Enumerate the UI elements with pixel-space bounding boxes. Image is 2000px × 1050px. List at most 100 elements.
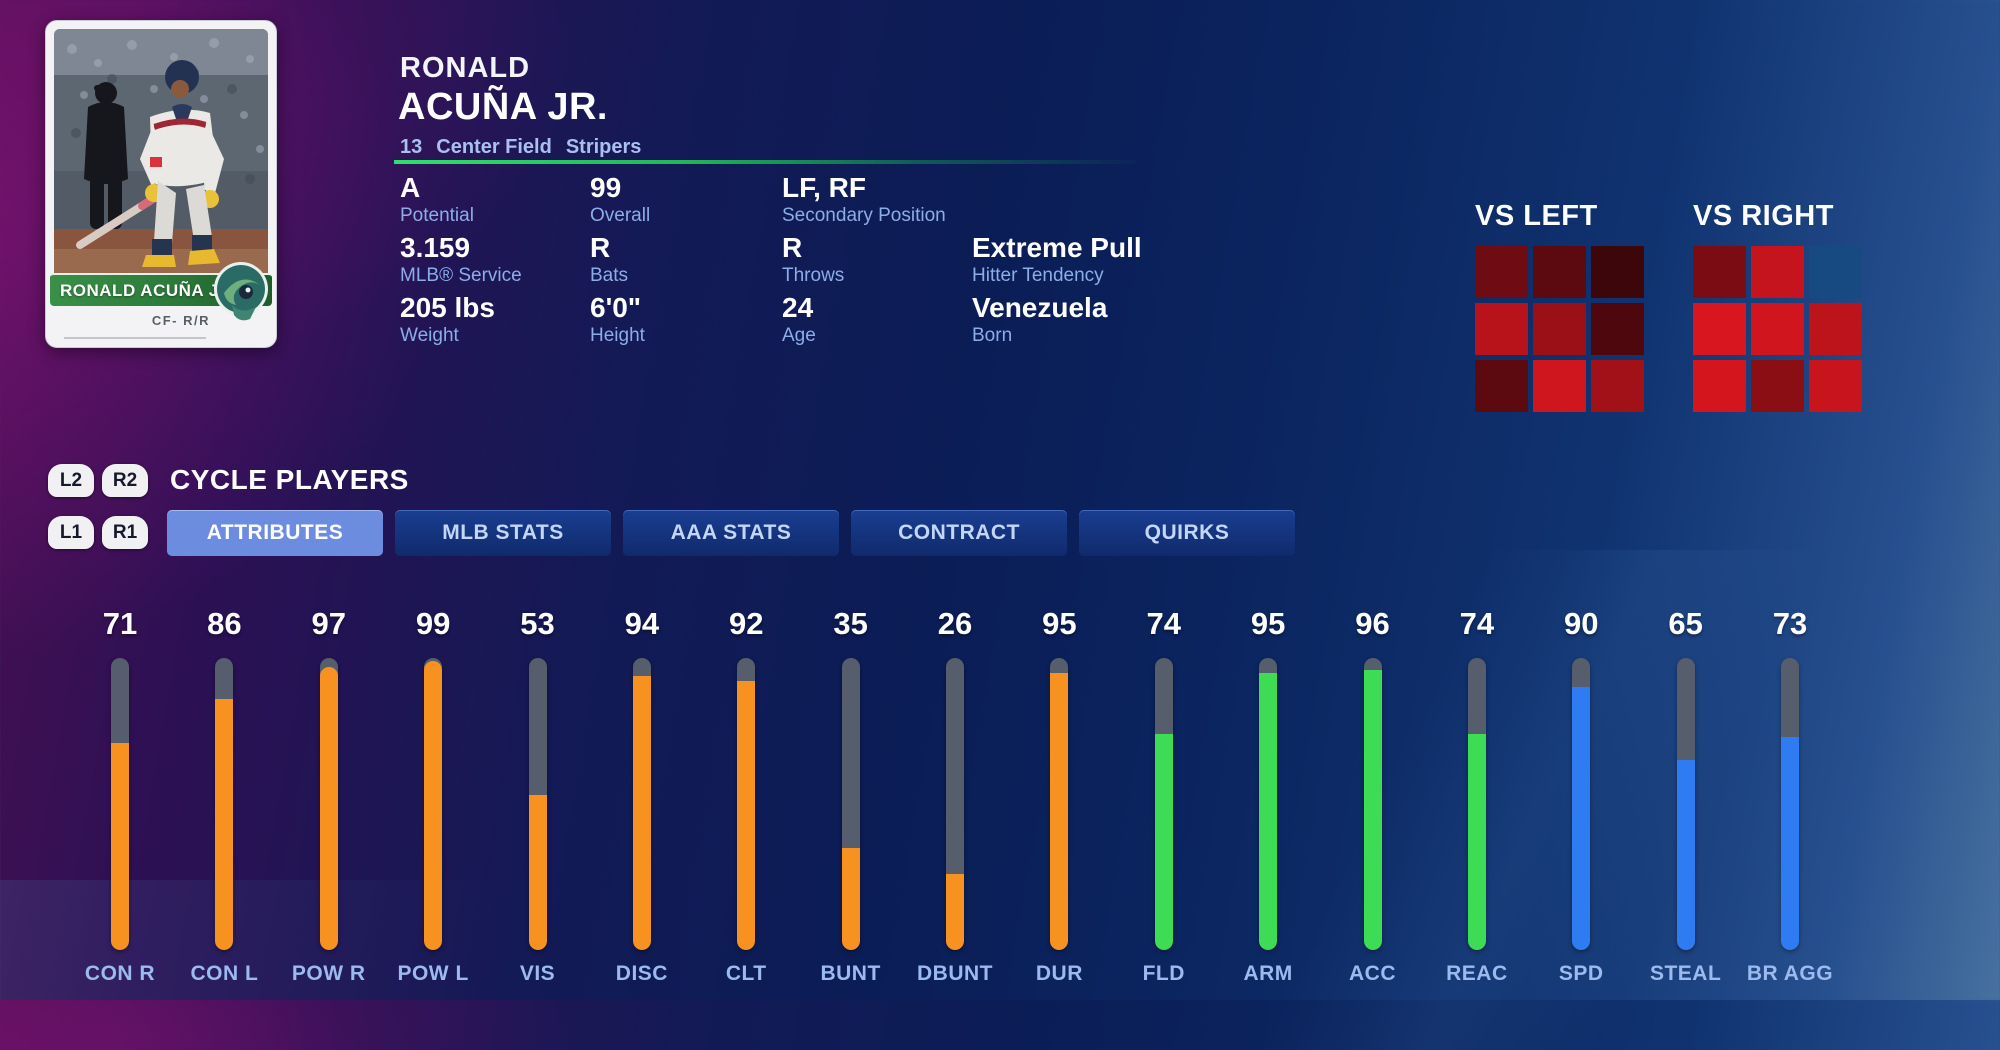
bio-value: A <box>400 172 421 203</box>
vs-right-heatmap <box>1693 246 1862 412</box>
attribute-bar-fill <box>841 848 860 950</box>
attribute-bar-fill <box>946 874 964 950</box>
heatmap-cell <box>1533 360 1586 412</box>
team-logo <box>214 262 268 321</box>
attribute-bar-fill <box>1467 734 1486 950</box>
attribute-label: STEAL <box>1649 962 1722 985</box>
attribute-bar-fill <box>1676 760 1695 950</box>
bio-value: 24 <box>782 292 814 323</box>
bio-value: 99 <box>590 172 622 203</box>
bio-label: Age <box>782 325 816 346</box>
attribute-label: SPD <box>1558 962 1604 985</box>
bio-item: 6'0" Height <box>590 292 782 352</box>
attribute-bar-track <box>1050 658 1069 950</box>
bio-label: MLB® Service <box>400 265 522 286</box>
tab-attributes[interactable]: ATTRIBUTES <box>167 510 383 556</box>
attribute-bar-fill <box>111 743 129 950</box>
bio-value: 205 lbs <box>400 292 495 323</box>
r2-button[interactable]: R2 <box>102 464 148 497</box>
bio-label: Hitter Tendency <box>972 265 1104 286</box>
tab-quirks[interactable]: QUIRKS <box>1079 510 1295 556</box>
l2-button[interactable]: L2 <box>48 464 94 497</box>
bio-label: Height <box>590 325 645 346</box>
cycle-players-label: CYCLE PLAYERS <box>170 464 409 495</box>
heatmap-cell <box>1751 303 1804 355</box>
attribute-value: 95 <box>1250 606 1286 641</box>
attribute-bar-track <box>1467 658 1486 950</box>
attribute-column: 95 ARM <box>1216 600 1320 992</box>
tab-contract[interactable]: CONTRACT <box>851 510 1067 556</box>
bio-label: Born <box>972 325 1013 346</box>
attribute-bar-fill <box>632 676 651 950</box>
attribute-label: REAC <box>1446 962 1508 985</box>
heatmap-cell <box>1693 246 1746 298</box>
heatmap-cell <box>1533 246 1586 298</box>
bio-value: 6'0" <box>590 292 642 323</box>
attribute-bar-fill <box>1259 673 1278 950</box>
attribute-value: 90 <box>1564 606 1599 641</box>
bio-item: Venezuela Born <box>972 292 1160 352</box>
attribute-value: 35 <box>833 606 868 641</box>
heatmap-cell <box>1591 246 1644 298</box>
attribute-column: 94 DISC <box>590 600 694 992</box>
attribute-bar-fill <box>1050 673 1069 950</box>
attribute-bar-track <box>1154 658 1173 950</box>
attribute-column: 95 DUR <box>1007 600 1111 992</box>
attribute-bar-track <box>1259 658 1278 950</box>
bio-item: 3.159 MLB® Service <box>400 232 590 292</box>
attribute-value: 74 <box>1459 606 1495 641</box>
player-first-name: RONALD <box>400 52 531 84</box>
heatmap-cell <box>1751 360 1804 412</box>
attribute-value: 99 <box>415 606 451 641</box>
attribute-column: 35 BUNT <box>799 600 903 992</box>
attribute-column: 92 CLT <box>694 600 798 992</box>
team-color-divider <box>394 160 1136 164</box>
bio-label: Weight <box>400 325 459 346</box>
attribute-column: 26 DBUNT <box>903 600 1007 992</box>
player-position: Center Field <box>436 136 552 158</box>
player-photo <box>54 29 268 279</box>
attribute-bar-track <box>215 658 234 950</box>
vs-left-heatmap <box>1475 246 1644 412</box>
bio-grid: A Potential 99 Overall LF, RF Secondary Posit… <box>400 172 1160 352</box>
attribute-column: 73 BR AGG <box>1738 600 1842 992</box>
bio-value: Venezuela <box>972 292 1108 323</box>
bio-item: 99 Overall <box>590 172 782 232</box>
attribute-column: 99 POW L <box>381 600 485 992</box>
attribute-label: DUR <box>1035 962 1083 985</box>
attribute-label: ACC <box>1349 962 1396 985</box>
attribute-value: 92 <box>729 606 764 641</box>
attribute-value: 53 <box>520 606 555 641</box>
heatmap-cell <box>1475 246 1528 298</box>
attribute-column: 90 SPD <box>1529 600 1633 992</box>
tab-aaa-stats[interactable]: AAA STATS <box>623 510 839 556</box>
attribute-value: 94 <box>624 606 660 641</box>
attribute-bar-fill <box>1572 687 1591 950</box>
attribute-bar-fill <box>319 667 338 950</box>
bio-item: R Bats <box>590 232 782 292</box>
attribute-column: 96 ACC <box>1321 600 1425 992</box>
l1-button[interactable]: L1 <box>48 516 94 549</box>
r1-button[interactable]: R1 <box>102 516 148 549</box>
attribute-value: 26 <box>937 606 973 641</box>
tab-mlb-stats[interactable]: MLB STATS <box>395 510 611 556</box>
card-position-hand: CF- R/R <box>151 313 210 328</box>
attribute-column: 74 FLD <box>1112 600 1216 992</box>
attribute-label: FLD <box>1142 962 1185 985</box>
attribute-bar-track <box>1363 658 1382 950</box>
bio-item: 24 Age <box>782 292 972 352</box>
attribute-label: DISC <box>615 962 668 985</box>
attribute-bar-track <box>841 658 860 950</box>
attribute-bar-fill <box>215 699 234 950</box>
attribute-label: POW R <box>291 962 366 985</box>
attribute-label: VIS <box>519 962 556 985</box>
player-last-name: ACUÑA JR. <box>398 86 608 128</box>
bio-item: Extreme Pull Hitter Tendency <box>972 232 1160 292</box>
card-player-name: RONALD ACUÑA JR. <box>60 280 237 300</box>
attribute-bar-track <box>737 658 756 950</box>
attribute-bar-fill <box>1363 670 1382 950</box>
heatmap-cell <box>1751 246 1804 298</box>
attribute-value: 95 <box>1042 606 1077 641</box>
attribute-value: 73 <box>1772 606 1808 641</box>
attribute-label: BR AGG <box>1746 962 1834 985</box>
